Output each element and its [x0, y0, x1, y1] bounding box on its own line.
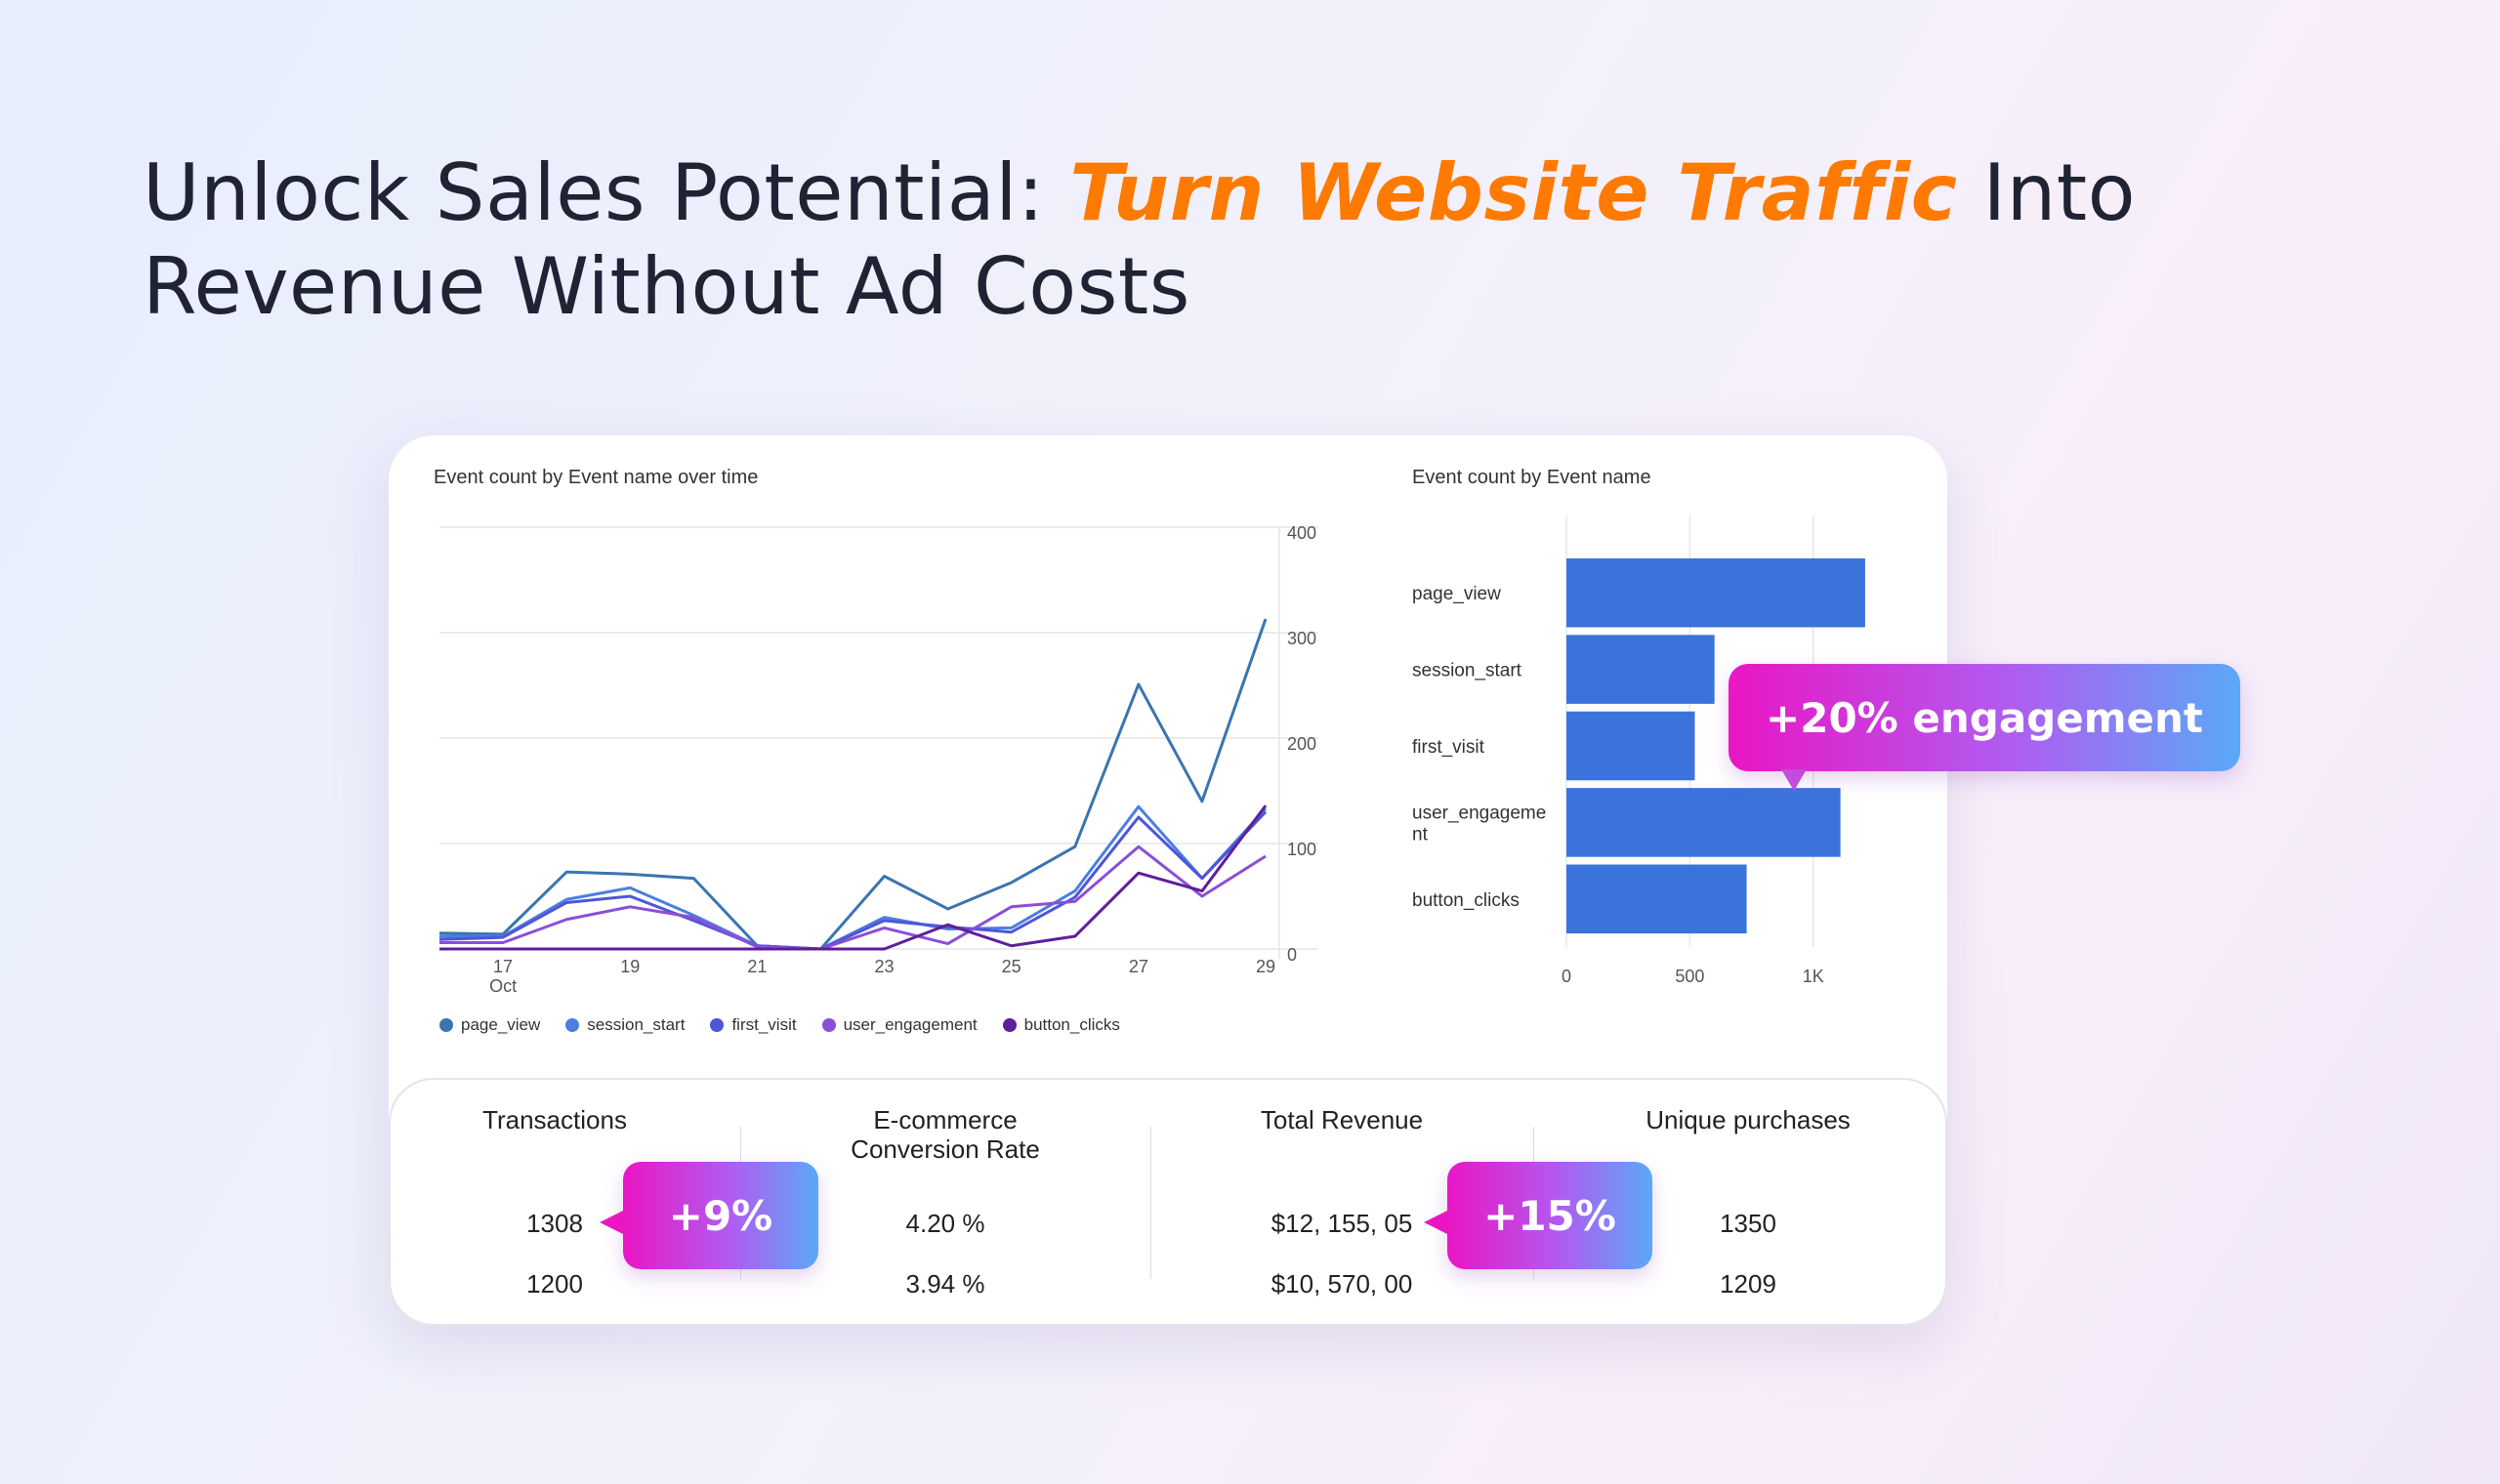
bar-2 — [1566, 711, 1695, 781]
revenue-badge-pointer — [1424, 1211, 1447, 1234]
metric-current-value: 1350 — [1720, 1209, 1776, 1238]
series-line-first_visit — [438, 810, 1268, 951]
x-tick-label: 29 — [1256, 957, 1275, 976]
y-tick-label: 200 — [1287, 734, 1316, 754]
legend-item[interactable]: user_engagement — [821, 1015, 978, 1035]
metric-current-value: 1308 — [526, 1209, 583, 1238]
metric-title-line: Total Revenue — [1260, 1105, 1424, 1134]
x-tick-label: 500 — [1675, 967, 1704, 986]
metric-previous-value: 1209 — [1720, 1269, 1776, 1298]
legend-label: user_engagement — [843, 1015, 978, 1034]
metric-title: Unique purchases — [1572, 1105, 1924, 1134]
metric-current-value: 4.20 % — [905, 1209, 985, 1238]
transactions-badge: +9% — [623, 1162, 818, 1269]
bar-category-label: user_engageme nt — [1412, 803, 1546, 845]
y-tick-label: 0 — [1287, 945, 1297, 965]
metric-title: Total Revenue — [1166, 1105, 1518, 1134]
bar-category-label: session_start — [1412, 661, 1522, 681]
legend-label: first_visit — [731, 1015, 797, 1034]
x-tick-label: 17 — [493, 957, 513, 976]
x-tick-label: 25 — [1002, 957, 1021, 976]
metric-current-value: $12, 155, 05 — [1271, 1209, 1413, 1238]
bar-chart: 0 500 1K page_view session_start first_visitu… — [1412, 515, 1865, 986]
x-tick-label: 0 — [1562, 967, 1571, 986]
metric-title-line: Conversion Rate — [851, 1134, 1040, 1164]
legend-dot — [710, 1018, 725, 1032]
legend-label: page_view — [461, 1015, 541, 1034]
bar-category-label: button_clicks — [1412, 890, 1520, 911]
bar-4 — [1566, 864, 1747, 934]
series-line-session_start — [439, 804, 1268, 951]
metric-title: E-commerce Conversion Rate — [770, 1105, 1121, 1164]
transactions-badge-pointer — [600, 1211, 623, 1234]
metric-title: Transactions — [379, 1105, 730, 1134]
bar-category-label: page_view — [1412, 584, 1501, 604]
x-tick-label: 1K — [1803, 967, 1824, 986]
headline-part1: Unlock Sales Potential: — [143, 147, 1070, 238]
legend-item[interactable]: first_visit — [710, 1015, 797, 1035]
engagement-badge-pointer — [1781, 769, 1807, 791]
series-line-button_clicks — [439, 804, 1268, 951]
headline-line2: Revenue Without Ad Costs — [143, 241, 1190, 332]
legend-item[interactable]: session_start — [565, 1015, 685, 1035]
legend-item[interactable]: page_view — [439, 1015, 540, 1035]
revenue-badge: +15% — [1447, 1162, 1652, 1269]
engagement-badge: +20% engagement — [1729, 664, 2240, 771]
metric-title-line: Transactions — [482, 1105, 627, 1134]
legend-label: session_start — [587, 1015, 686, 1034]
x-tick-sublabel: Oct — [489, 976, 517, 996]
x-tick-label: 19 — [620, 957, 640, 976]
bar-3 — [1566, 788, 1841, 857]
legend-item[interactable]: button_clicks — [1002, 1015, 1120, 1035]
metric-previous-value: 3.94 % — [905, 1269, 985, 1298]
legend-dot — [565, 1018, 580, 1032]
y-tick-label: 400 — [1287, 523, 1316, 543]
headline-part2: Into — [1957, 147, 2137, 238]
x-tick-label: 21 — [747, 957, 767, 976]
metric-title-line: Unique purchases — [1646, 1105, 1851, 1134]
legend-dot — [1002, 1018, 1017, 1032]
line-chart-legend: page_view session_start first_visit user_en… — [439, 1015, 1120, 1035]
legend-label: button_clicks — [1023, 1015, 1120, 1034]
legend-dot — [821, 1018, 836, 1032]
x-tick-label: 23 — [875, 957, 895, 976]
line-chart-title: Event count by Event name over time — [434, 467, 759, 488]
headline-highlight: Turn Website Traffic — [1069, 147, 1958, 238]
y-tick-label: 100 — [1287, 840, 1316, 859]
headline-line1: Unlock Sales Potential: Turn Website Tra… — [143, 146, 2389, 240]
metric-previous-value: 1200 — [526, 1269, 583, 1298]
metric-title-line: E-commerce — [873, 1105, 1018, 1134]
x-tick-label: 27 — [1129, 957, 1148, 976]
bar-0 — [1566, 557, 1865, 628]
line-chart: 0 100 200 300 400 17 19 21 23 25 27 29 Oct — [438, 523, 1318, 996]
bar-category-label: first_visit — [1412, 737, 1485, 758]
bar-1 — [1566, 635, 1715, 704]
headline: Unlock Sales Potential: Turn Website Tra… — [143, 146, 2389, 334]
metric-divider — [1150, 1127, 1151, 1279]
series-line-user_engagement — [439, 845, 1267, 951]
bar-chart-title: Event count by Event name — [1412, 467, 1651, 488]
y-tick-label: 300 — [1287, 629, 1316, 648]
series-line-page_view — [438, 618, 1268, 951]
legend-dot — [439, 1018, 453, 1032]
metric-previous-value: $10, 570, 00 — [1271, 1269, 1413, 1298]
